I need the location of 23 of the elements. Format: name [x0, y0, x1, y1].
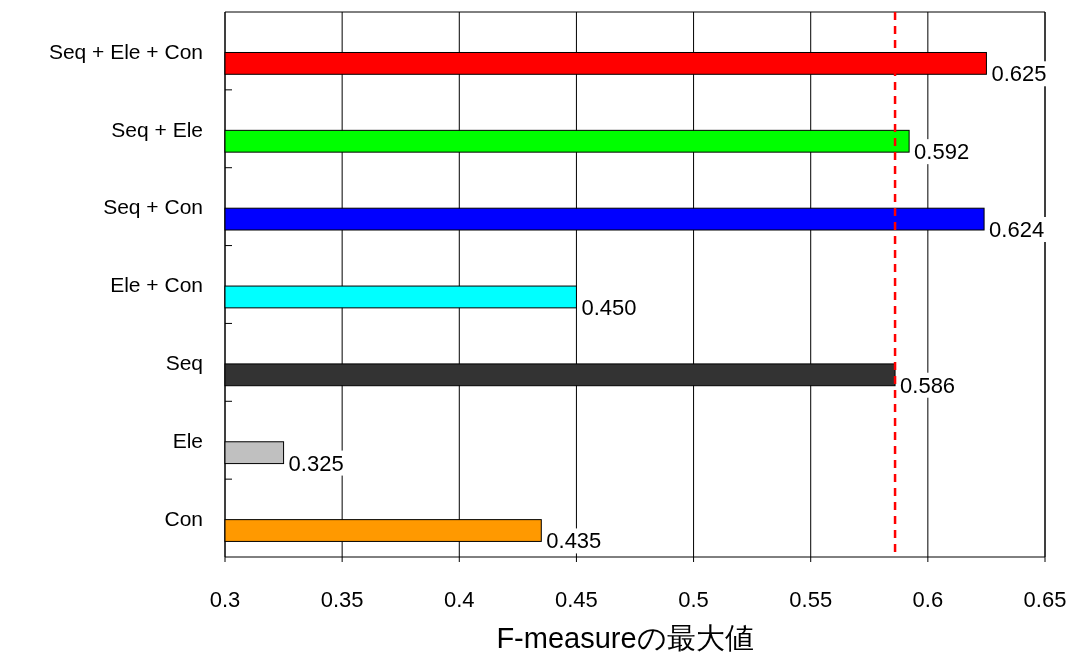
data-label: 0.624 — [989, 217, 1045, 242]
x-axis-title: F-measureの最大値 — [496, 622, 754, 654]
y-tick-label: Seq + Ele — [111, 117, 203, 141]
x-tick-label: 0.5 — [678, 587, 709, 612]
data-label: 0.592 — [914, 139, 970, 165]
y-tick-label: Ele + Con — [110, 273, 203, 297]
y-tick-label: Seq + Con — [103, 195, 203, 219]
x-tick-label: 0.45 — [555, 587, 598, 612]
y-tick-label: Seq + Ele + Con — [48, 39, 203, 63]
x-tick-label: 0.4 — [443, 587, 475, 612]
y-tick-label: Ele — [172, 429, 203, 452]
data-label: 0.450 — [581, 294, 637, 320]
data-label: 0.586 — [900, 372, 956, 398]
x-tick-label: 0.3 — [209, 587, 241, 612]
x-tick-label: 0.65 — [1023, 587, 1067, 612]
data-label: 0.325 — [288, 450, 344, 476]
x-tick-label: 0.35 — [320, 587, 364, 612]
y-tick-label: Seq — [165, 351, 203, 375]
data-label: 0.625 — [991, 61, 1047, 87]
x-tick-label: 0.6 — [912, 587, 944, 612]
y-tick-label: Con — [164, 506, 203, 530]
x-tick-label: 0.55 — [789, 587, 833, 612]
data-label: 0.435 — [546, 528, 602, 554]
